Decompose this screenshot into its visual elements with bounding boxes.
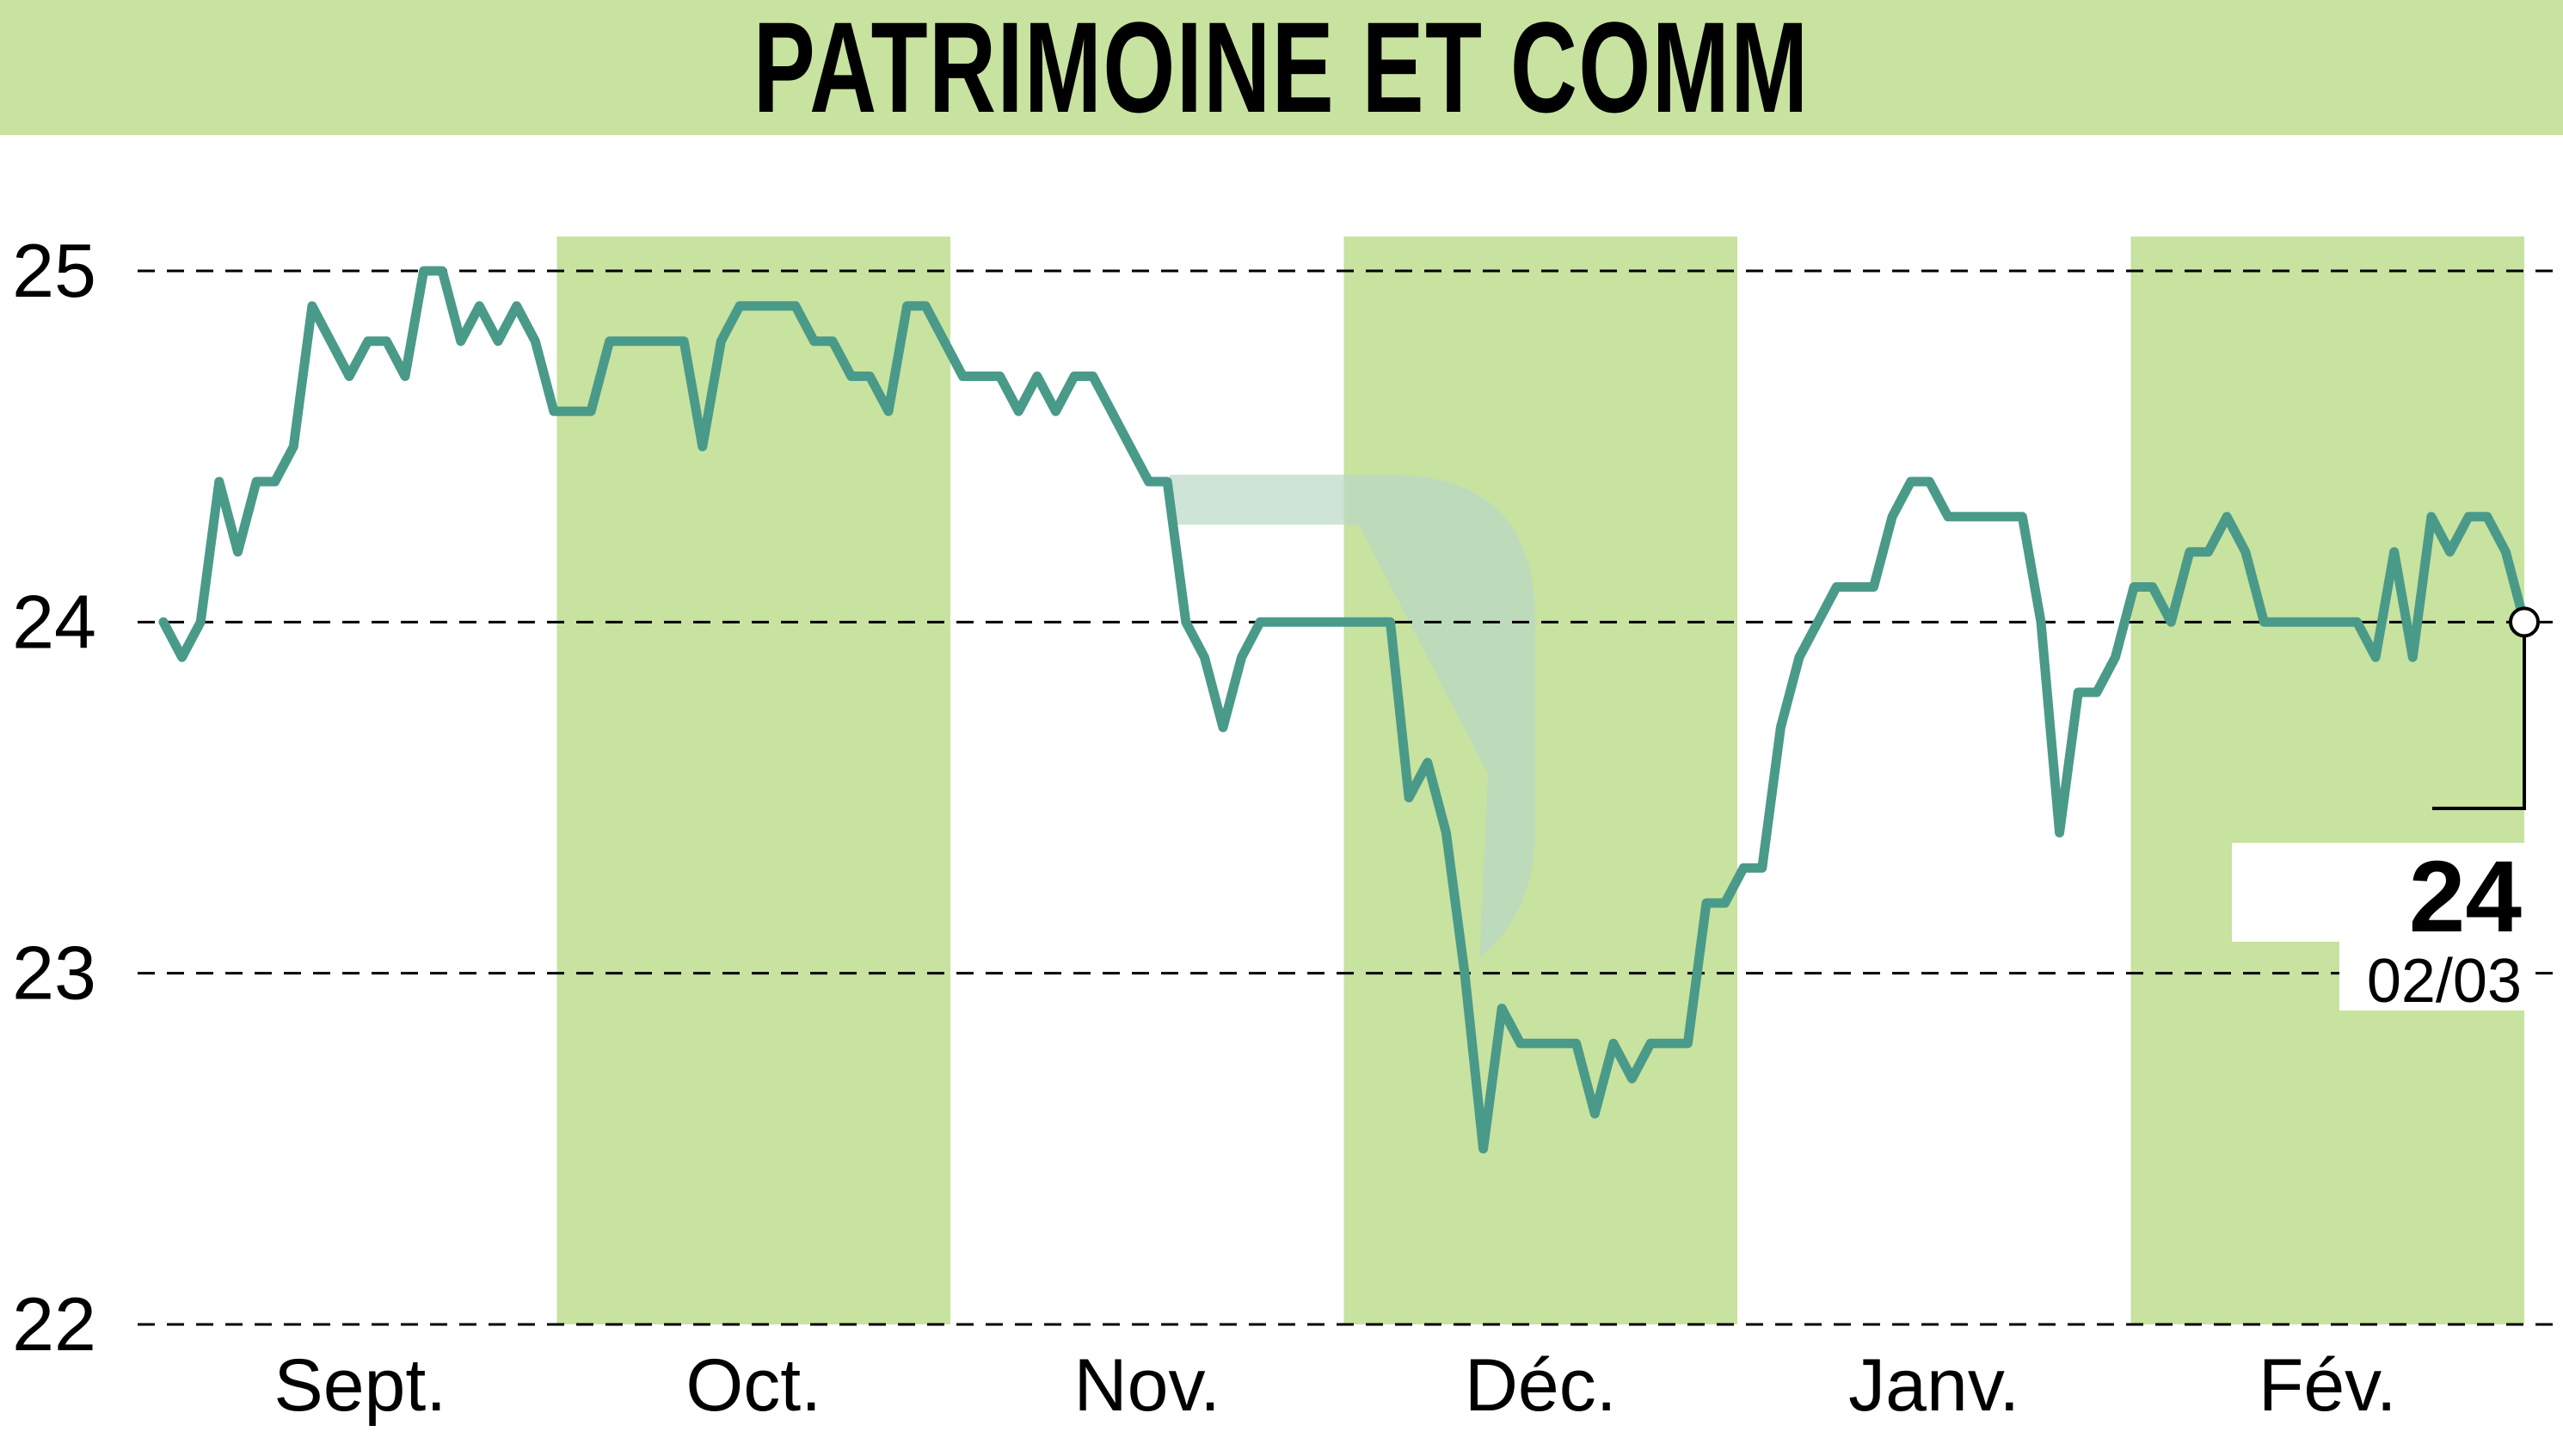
last-point-marker — [2509, 606, 2540, 638]
callout-leader-line — [2432, 622, 2526, 810]
watermark-shape — [1170, 475, 1535, 959]
y-tick-label: 22 — [12, 1281, 96, 1367]
y-axis-labels: 22 23 24 25 — [12, 228, 96, 1367]
month-band — [2130, 237, 2524, 1324]
x-tick-label: Janv. — [1848, 1344, 2019, 1427]
last-value-label: 24 — [2409, 840, 2522, 954]
x-tick-label: Oct. — [685, 1344, 821, 1427]
y-tick-label: 25 — [12, 228, 96, 313]
title-band — [0, 0, 2563, 135]
x-tick-label: Nov. — [1074, 1344, 1220, 1427]
month-bands — [556, 237, 2524, 1324]
last-date-label: 02/03 — [2367, 947, 2522, 1016]
price-line — [158, 266, 2529, 1154]
chart-title: PATRIMOINE ET COMM — [0, 0, 2563, 139]
last-value-box — [2232, 843, 2529, 942]
y-tick-label: 24 — [12, 579, 96, 664]
price-line-path — [158, 266, 2529, 1154]
x-axis-labels: Sept. Oct. Nov. Déc. Janv. Fév. — [274, 1344, 2396, 1427]
x-tick-label: Sept. — [274, 1344, 446, 1427]
chart-title-text: PATRIMOINE ET COMM — [753, 0, 1810, 139]
x-tick-label: Déc. — [1465, 1344, 1617, 1427]
last-date-box — [2339, 942, 2529, 1011]
y-tick-label: 23 — [12, 931, 96, 1016]
month-band — [556, 237, 950, 1324]
watermark-logo — [1170, 475, 1535, 959]
x-tick-label: Fév. — [2259, 1344, 2397, 1427]
